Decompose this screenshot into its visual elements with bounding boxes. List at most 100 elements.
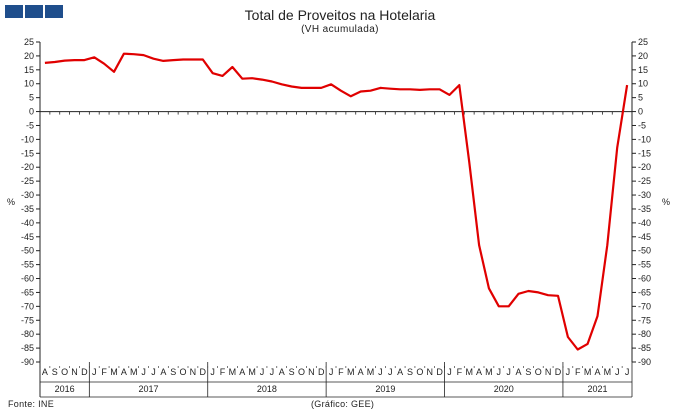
month-tick-label: N [308, 367, 315, 377]
y-tick-label-left: -75 [21, 315, 34, 325]
month-tick-label: J [378, 367, 383, 377]
month-tick-label: S [407, 367, 413, 377]
y-tick-label-left: -90 [21, 357, 34, 367]
month-tick-label: F [101, 367, 107, 377]
y-tick-label-left: -85 [21, 343, 34, 353]
month-tick-label: F [457, 367, 463, 377]
y-tick-label-left: 0 [29, 107, 34, 117]
month-tick-label: S [170, 367, 176, 377]
year-label: 2017 [139, 384, 159, 394]
month-tick-label: J [506, 367, 511, 377]
month-tick-label: N [190, 367, 197, 377]
chart-subtitle: (VH acumulada) [301, 24, 379, 35]
month-tick-label: J [151, 367, 156, 377]
month-tick-label: D [200, 367, 207, 377]
month-tick-label: O [298, 367, 305, 377]
y-tick-label-left: -20 [21, 162, 34, 172]
y-tick-label-right: -5 [638, 120, 646, 130]
y-axis-label-right: % [662, 197, 670, 207]
y-tick-label-left: -30 [21, 190, 34, 200]
logo-block [5, 5, 23, 18]
month-tick-label: N [545, 367, 552, 377]
month-tick-label: O [180, 367, 187, 377]
month-tick-label: M [130, 367, 138, 377]
year-label: 2016 [55, 384, 75, 394]
y-tick-label-right: -55 [638, 260, 651, 270]
month-tick-label: F [220, 367, 226, 377]
month-tick-label: A [358, 367, 364, 377]
month-tick-label: D [436, 367, 443, 377]
y-tick-label-right: -20 [638, 162, 651, 172]
month-tick-label: J [141, 367, 146, 377]
month-tick-label: S [289, 367, 295, 377]
y-tick-label-right: -45 [638, 232, 651, 242]
month-tick-label: A [476, 367, 482, 377]
month-tick-label: A [279, 367, 285, 377]
month-tick-label: J [388, 367, 393, 377]
y-tick-label-left: -80 [21, 329, 34, 339]
year-label: 2021 [587, 384, 607, 394]
y-tick-label-left: 5 [29, 93, 34, 103]
y-tick-label-right: -25 [638, 176, 651, 186]
year-label: 2020 [494, 384, 514, 394]
y-tick-label-left: -60 [21, 274, 34, 284]
y-tick-label-right: 10 [638, 79, 648, 89]
month-tick-label: A [42, 367, 48, 377]
series-line [44, 52, 629, 351]
y-tick-label-left: -35 [21, 204, 34, 214]
y-tick-label-right: 15 [638, 65, 648, 75]
y-tick-label-right: -50 [638, 246, 651, 256]
month-tick-label: D [81, 367, 88, 377]
y-tick-label-right: -35 [638, 204, 651, 214]
month-tick-label: F [338, 367, 344, 377]
y-tick-label-left: -5 [26, 120, 34, 130]
y-tick-label-left: -10 [21, 134, 34, 144]
y-tick-label-right: -80 [638, 329, 651, 339]
month-tick-label: M [367, 367, 375, 377]
y-tick-label-right: 0 [638, 107, 643, 117]
month-tick-label: N [71, 367, 78, 377]
chart-title: Total de Proveitos na Hotelaria [244, 7, 436, 23]
y-tick-label-right: -90 [638, 357, 651, 367]
month-tick-label: A [397, 367, 403, 377]
credit-note: (Gráfico: GEE) [311, 399, 375, 409]
month-tick-label: N [426, 367, 433, 377]
month-tick-label: J [210, 367, 215, 377]
month-tick-label: O [535, 367, 542, 377]
y-tick-label-right: -15 [638, 148, 651, 158]
month-tick-label: J [329, 367, 334, 377]
y-tick-label-left: -55 [21, 260, 34, 270]
month-tick-label: J [566, 367, 571, 377]
month-tick-label: A [516, 367, 522, 377]
month-tick-label: M [248, 367, 256, 377]
y-tick-label-right: -60 [638, 274, 651, 284]
source-note: Fonte: INE [8, 399, 55, 409]
y-tick-label-left: 20 [24, 51, 34, 61]
month-tick-label: J [447, 367, 452, 377]
y-tick-label-right: -65 [638, 287, 651, 297]
month-tick-label: A [121, 367, 127, 377]
month-tick-label: J [92, 367, 97, 377]
y-tick-label-left: -45 [21, 232, 34, 242]
month-tick-label: O [416, 367, 423, 377]
y-tick-label-right: -70 [638, 301, 651, 311]
month-tick-label: D [555, 367, 562, 377]
month-tick-label: A [594, 367, 600, 377]
month-tick-label: M [110, 367, 118, 377]
y-tick-label-left: -40 [21, 218, 34, 228]
month-tick-label: D [318, 367, 325, 377]
month-tick-label: S [525, 367, 531, 377]
month-tick-label: M [485, 367, 493, 377]
y-axis-label-left: % [7, 197, 15, 207]
year-label: 2019 [375, 384, 395, 394]
y-tick-label-right: -40 [638, 218, 651, 228]
y-tick-label-left: 15 [24, 65, 34, 75]
month-tick-label: F [575, 367, 581, 377]
month-tick-label: M [465, 367, 473, 377]
y-tick-label-left: -50 [21, 246, 34, 256]
month-tick-label: J [497, 367, 502, 377]
y-tick-label-left: -65 [21, 287, 34, 297]
y-tick-label-right: 20 [638, 51, 648, 61]
y-tick-label-right: -10 [638, 134, 651, 144]
y-tick-label-right: 5 [638, 93, 643, 103]
